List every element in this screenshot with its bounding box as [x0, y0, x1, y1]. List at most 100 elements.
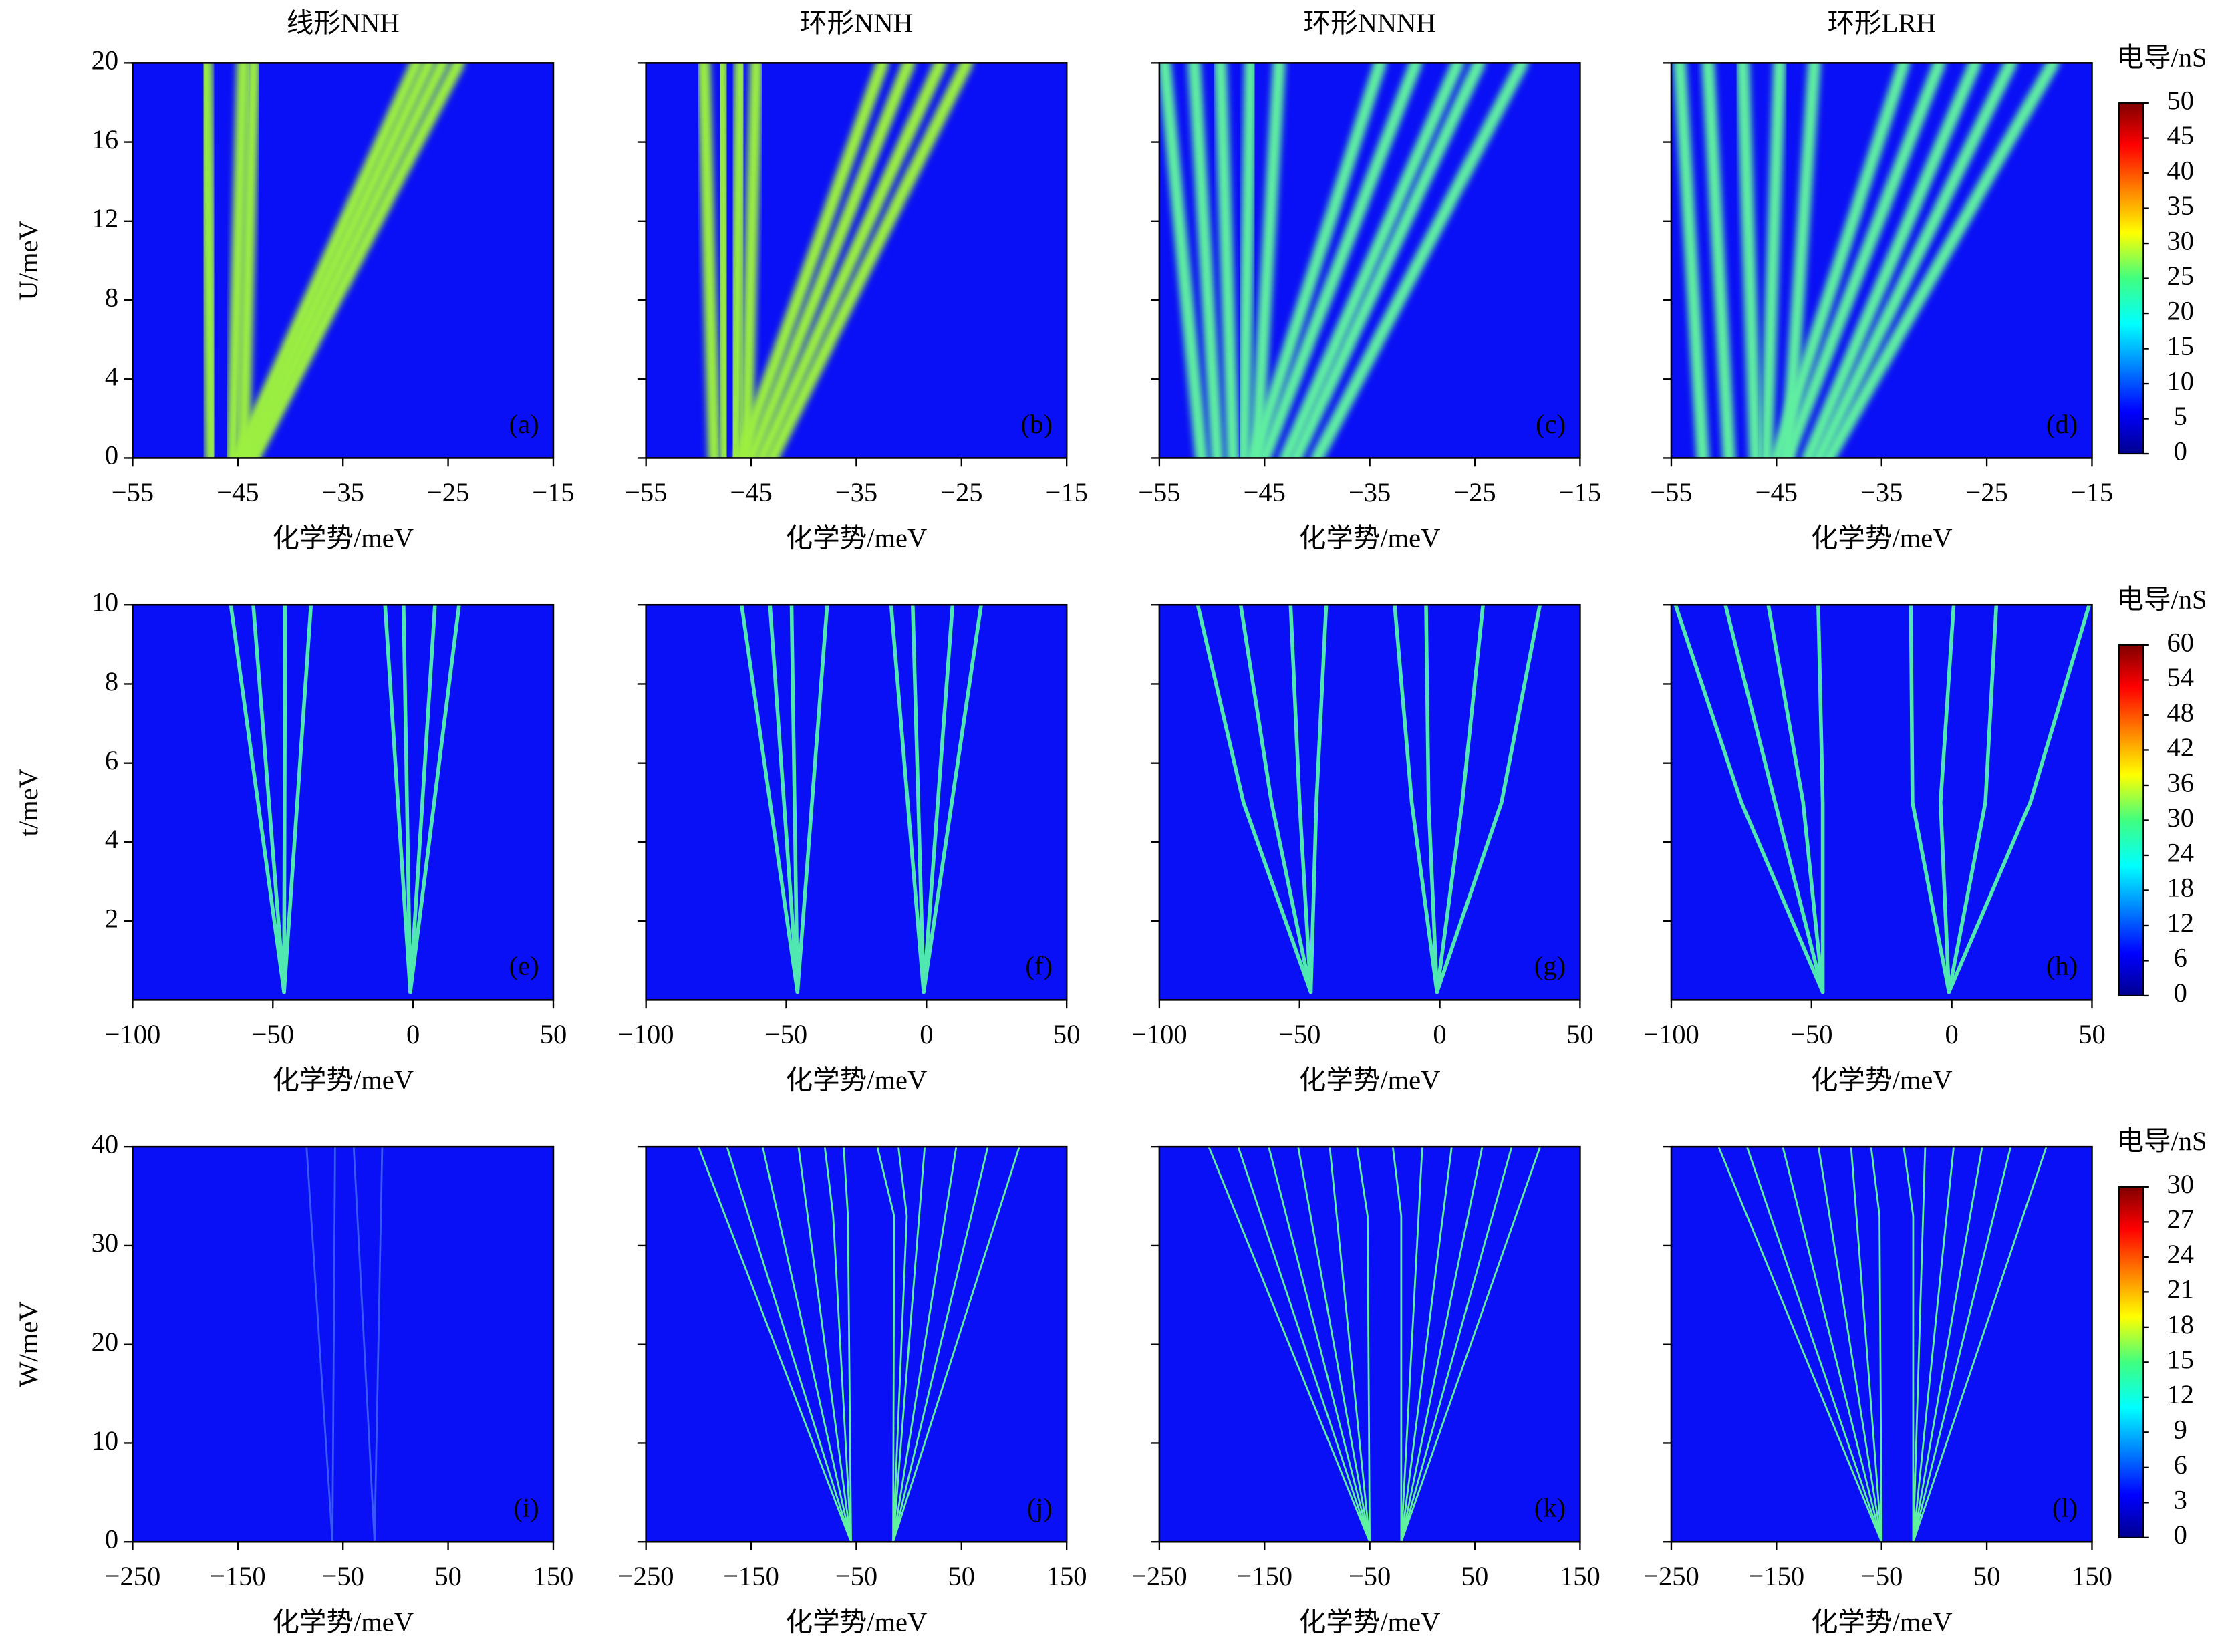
- colorbar-tick-label: 12: [2167, 1379, 2195, 1409]
- ridges: [1673, 63, 2060, 458]
- x-tick-label: −50: [1860, 1561, 1903, 1591]
- panel-tag: (g): [1534, 951, 1566, 981]
- ridge: [1736, 63, 1762, 458]
- ridge: [728, 63, 747, 458]
- ridge: [1329, 1147, 1371, 1542]
- ridge: [1400, 1147, 1513, 1542]
- y-tick-label: 10: [92, 1425, 119, 1456]
- ridge: [1297, 1147, 1371, 1542]
- ridge: [1393, 605, 1439, 994]
- x-tick-label: 0: [1433, 1019, 1446, 1049]
- frame: [1670, 603, 2093, 1001]
- ridge: [282, 605, 287, 994]
- colorbar-tick-label: 9: [2174, 1415, 2187, 1445]
- ridge: [1159, 63, 1208, 458]
- colorbar-tick-label: 0: [2174, 436, 2187, 466]
- ridge: [1760, 63, 1786, 458]
- colorbar-tick-label: 12: [2167, 908, 2195, 938]
- ridge: [1268, 1147, 1371, 1542]
- colorbar-tick-label: 18: [2167, 1309, 2195, 1339]
- ridge: [1288, 605, 1313, 994]
- y-tick-label: 8: [105, 282, 118, 312]
- x-tick-label: −35: [1860, 477, 1903, 507]
- ridge: [305, 1147, 333, 1542]
- ridge: [715, 63, 732, 458]
- ridge: [200, 63, 219, 458]
- colorbar-tick-label: 54: [2167, 662, 2195, 692]
- colorbar-tick-label: 27: [2167, 1204, 2195, 1234]
- ridges: [229, 605, 461, 994]
- panel-tag: (j): [1027, 1493, 1053, 1523]
- x-tick-label: 0: [1945, 1019, 1959, 1049]
- colorbar-tick-label: 6: [2174, 1450, 2187, 1480]
- ridge: [1912, 1147, 2048, 1542]
- ridge: [251, 605, 286, 994]
- frame: [645, 603, 1068, 1001]
- ridge: [1196, 605, 1313, 994]
- ridge: [1903, 1147, 1915, 1542]
- colorbar-tick-label: 42: [2167, 732, 2195, 763]
- ridge: [734, 63, 889, 458]
- x-axis-label: 化学势/meV: [272, 1065, 414, 1095]
- x-tick-label: 50: [948, 1561, 976, 1591]
- ridge: [892, 1147, 1020, 1542]
- panel: −100 −50 0 50 化学势/meV (f): [618, 603, 1080, 1095]
- ridge: [1909, 605, 1951, 994]
- ridge: [697, 63, 721, 458]
- ridge: [740, 605, 800, 994]
- ridges: [697, 1147, 1020, 1542]
- ridges: [1717, 1147, 2048, 1542]
- colorbar-label: 电导/nS: [2116, 584, 2207, 614]
- panel: −100 −50 0 50 2 4 6 8 10 化学势/meV t/meV (e): [13, 587, 567, 1095]
- colorbar-tick-label: 35: [2167, 190, 2195, 221]
- y-axis-label: U/meV: [13, 221, 43, 300]
- colorbar-tick-label: 60: [2167, 627, 2195, 657]
- ridge: [1745, 1147, 1883, 1542]
- ridge: [797, 1147, 852, 1542]
- ridge: [761, 1147, 852, 1542]
- frame: [132, 603, 555, 1001]
- x-axis-label: 化学势/meV: [1299, 523, 1441, 553]
- x-tick-label: −25: [1965, 477, 2007, 507]
- x-axis-label: 化学势/meV: [272, 1607, 414, 1637]
- x-tick-label: −15: [532, 477, 574, 507]
- x-axis-label: 化学势/meV: [1811, 523, 1953, 553]
- x-tick-label: −150: [1749, 1561, 1805, 1591]
- colorbar-tick-label: 3: [2174, 1485, 2187, 1515]
- ridge: [1912, 1147, 2012, 1542]
- ridge: [1947, 605, 1999, 994]
- ridge: [1822, 63, 2060, 458]
- ridge: [1782, 1147, 1883, 1542]
- panel: −250 −150 −50 50 150 化学势/meV (k): [1131, 1145, 1600, 1637]
- colorbar-tick-label: 18: [2167, 873, 2195, 903]
- ridge: [1673, 605, 1825, 994]
- ridge: [892, 1147, 926, 1542]
- ridge: [1817, 1147, 1883, 1542]
- plot-background: [646, 1147, 1067, 1542]
- ridge: [795, 605, 829, 994]
- panel: −55 −45 −35 −25 −15 化学势/meV 环形NNNH (c): [1138, 8, 1601, 553]
- x-tick-label: 150: [1046, 1561, 1087, 1591]
- x-tick-label: −35: [322, 477, 364, 507]
- ridge: [402, 605, 412, 994]
- panel-tag: (b): [1021, 409, 1053, 439]
- colorbar-tick-label: 20: [2167, 295, 2195, 325]
- y-tick-label: 40: [92, 1129, 119, 1159]
- ridge: [1870, 1147, 1883, 1542]
- panel: −250 −150 −50 50 150 0 10 20 30 40 化学势/meV W/meV (i): [13, 1129, 573, 1637]
- y-tick-label: 2: [105, 903, 118, 933]
- y-tick-label: 0: [105, 1524, 118, 1554]
- x-tick-label: −25: [940, 477, 982, 507]
- ridges: [740, 605, 983, 994]
- ridge: [889, 605, 926, 994]
- ridge: [1238, 605, 1313, 994]
- ridge: [1701, 63, 1736, 458]
- x-tick-label: −100: [1131, 1019, 1187, 1049]
- x-tick-label: 150: [533, 1561, 574, 1591]
- ridge: [697, 1147, 852, 1542]
- colorbar-tick-label: 25: [2167, 261, 2195, 291]
- x-tick-label: −45: [1756, 477, 1798, 507]
- ridge: [744, 63, 916, 458]
- ridge: [789, 605, 800, 994]
